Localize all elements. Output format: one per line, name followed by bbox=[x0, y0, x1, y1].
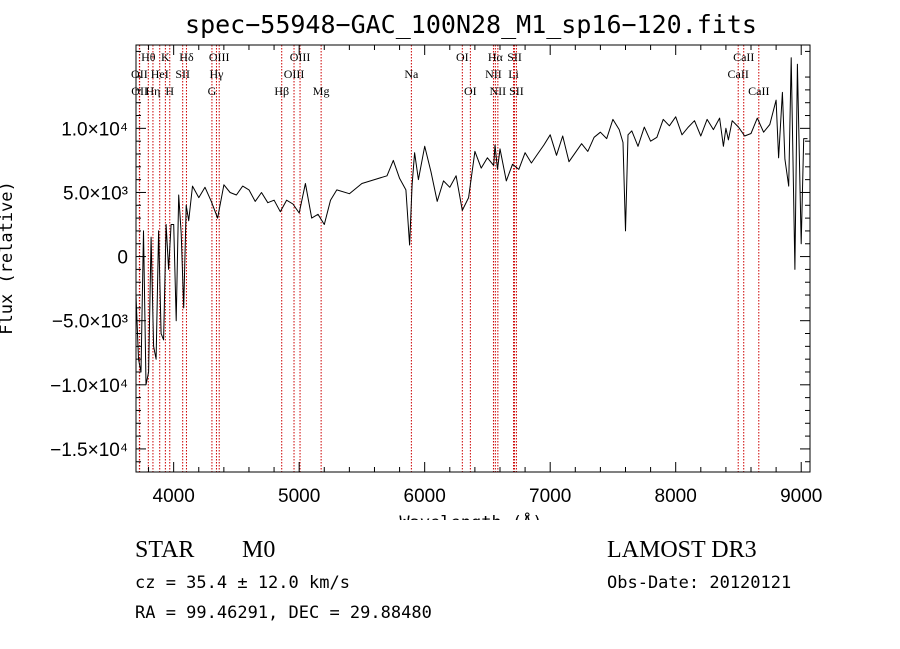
y-tick-label: −5.0×10³ bbox=[52, 312, 128, 333]
emission-line-label: Mg bbox=[313, 84, 330, 98]
emission-line-label: OIII bbox=[290, 50, 311, 64]
emission-line-label: Hα bbox=[488, 50, 504, 64]
x-tick-label: 7000 bbox=[529, 486, 571, 507]
x-axis-label: Wavelength (Å) bbox=[399, 511, 542, 520]
emission-line-label: SII bbox=[175, 67, 190, 81]
y-tick-label: −1.5×10⁴ bbox=[50, 440, 128, 461]
emission-line-label: OIII bbox=[209, 50, 230, 64]
emission-line-label: OII bbox=[131, 84, 148, 98]
emission-line-label: OI bbox=[464, 84, 477, 98]
emission-line-label: OIII bbox=[284, 67, 305, 81]
emission-line-label: SII bbox=[507, 50, 522, 64]
x-tick-label: 9000 bbox=[780, 486, 822, 507]
emission-line-label: SII bbox=[509, 84, 524, 98]
x-tick-label: 8000 bbox=[655, 486, 697, 507]
x-tick-label: 5000 bbox=[278, 486, 320, 507]
emission-line-label: G bbox=[208, 84, 217, 98]
coordinates: RA = 99.46291, DEC = 29.88480 bbox=[135, 603, 432, 623]
y-tick-label: −1.0×10⁴ bbox=[50, 376, 128, 397]
emission-line-label: CaII bbox=[733, 50, 754, 64]
emission-line-label: CaII bbox=[748, 84, 769, 98]
spectrum-trace bbox=[135, 57, 808, 386]
y-axis-label: Flux (relative) bbox=[0, 181, 17, 335]
observation-date: Obs-Date: 20120121 bbox=[607, 573, 792, 593]
y-tick-label: 1.0×10⁴ bbox=[61, 119, 128, 140]
object-class: STAR bbox=[135, 537, 195, 563]
x-axis-ticks: 4000 5000 6000 7000 8000 9000 bbox=[148, 45, 822, 507]
survey-name: LAMOST DR3 bbox=[607, 537, 757, 563]
emission-line-label: Hδ bbox=[179, 50, 194, 64]
y-tick-label: 5.0×10³ bbox=[63, 183, 128, 204]
emission-line-label: H bbox=[165, 84, 174, 98]
emission-line-label: Hθ bbox=[141, 50, 156, 64]
emission-line-label: Hη bbox=[145, 84, 160, 98]
emission-line-label: OII bbox=[131, 67, 148, 81]
emission-line-labels: HθOIIOIIHηHeIKHSIIHδGHγOIIIHβOIIIOIIIMgN… bbox=[131, 50, 769, 98]
emission-line-label: Hγ bbox=[209, 67, 224, 81]
plot-frame bbox=[135, 44, 811, 473]
y-tick-label: 0 bbox=[117, 248, 128, 269]
chart-title: spec−55948−GAC_100N28_M1_sp16−120.fits bbox=[185, 10, 757, 39]
emission-line-label: NII bbox=[485, 67, 502, 81]
x-tick-label: 4000 bbox=[153, 486, 195, 507]
redshift-velocity: cz = 35.4 ± 12.0 km/s bbox=[135, 573, 350, 593]
emission-line-label: Li bbox=[508, 67, 519, 81]
emission-line-label: Na bbox=[404, 67, 419, 81]
spectrum-chart: spec−55948−GAC_100N28_M1_sp16−120.fits H… bbox=[0, 10, 822, 520]
x-tick-label: 6000 bbox=[404, 486, 446, 507]
object-subclass: M0 bbox=[242, 537, 276, 563]
emission-line-label: CaII bbox=[728, 67, 749, 81]
emission-line-label: HeI bbox=[151, 67, 169, 81]
y-axis-ticks: 1.0×10⁴ 5.0×10³ 0 −5.0×10³ −1.0×10⁴ −1.5×10⁴ bbox=[50, 50, 810, 463]
emission-line-label: OI bbox=[456, 50, 469, 64]
emission-line-label: K bbox=[161, 50, 170, 64]
emission-line-label: Hβ bbox=[274, 84, 289, 98]
emission-line-label: NII bbox=[490, 84, 507, 98]
emission-line-markers bbox=[138, 45, 760, 472]
